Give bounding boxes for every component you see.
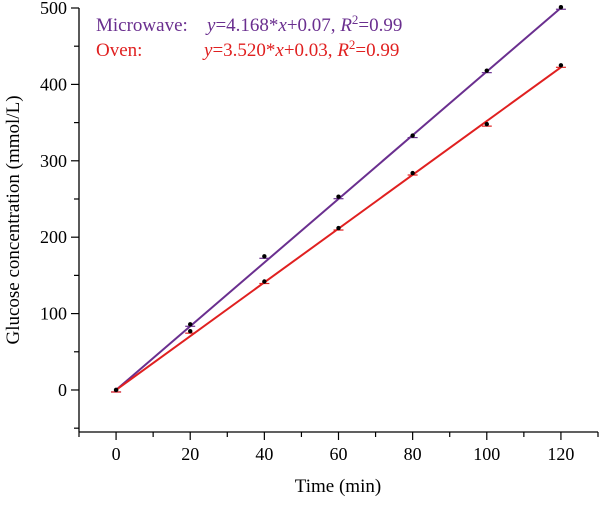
y-ticks: 0 100 200 300 400 500	[40, 0, 79, 429]
y-tick-label: 100	[40, 304, 67, 324]
x-axis-title: Time (min)	[295, 476, 381, 497]
data-point-oven	[336, 225, 341, 231]
data-point-microwave	[336, 194, 341, 199]
x-tick-label: 0	[112, 444, 121, 464]
y-tick-label: 0	[58, 380, 67, 400]
legend-series-name-microwave: Microwave:	[96, 15, 188, 36]
data-points	[111, 5, 566, 393]
y-axis-title: Glucose concentration (mmol/L)	[3, 95, 24, 344]
data-point-oven	[558, 63, 564, 68]
legend-equation-microwave: y=4.168*x+0.07, R2=0.99	[205, 12, 402, 37]
data-point-microwave	[262, 254, 267, 259]
data-point-microwave	[484, 68, 489, 73]
data-point-oven	[188, 328, 193, 334]
x-ticks: 0 20 40 60 80 100 120	[78, 432, 599, 464]
data-point-oven	[113, 387, 119, 393]
y-tick-label: 300	[40, 151, 67, 171]
x-tick-label: 20	[181, 444, 199, 464]
data-point-microwave	[188, 322, 193, 327]
x-tick-label: 40	[255, 444, 273, 464]
legend-series-name-oven: Oven:	[96, 40, 142, 61]
data-point-oven	[410, 170, 415, 176]
legend: Microwave: y=4.168*x+0.07, R2=0.99 Oven:…	[96, 12, 402, 62]
x-tick-label: 80	[404, 444, 422, 464]
data-point-microwave	[558, 5, 564, 10]
y-tick-label: 200	[40, 227, 67, 247]
data-point-oven	[484, 121, 489, 127]
plot-frame	[78, 8, 598, 433]
legend-equation-oven: y=3.520*x+0.03, R2=0.99	[202, 37, 399, 62]
x-tick-label: 120	[547, 444, 574, 464]
data-point-microwave	[410, 133, 415, 138]
data-point-oven	[262, 279, 267, 284]
y-tick-label: 400	[40, 74, 67, 94]
y-tick-label: 500	[40, 0, 67, 18]
x-tick-label: 100	[473, 444, 500, 464]
x-tick-label: 60	[330, 444, 348, 464]
